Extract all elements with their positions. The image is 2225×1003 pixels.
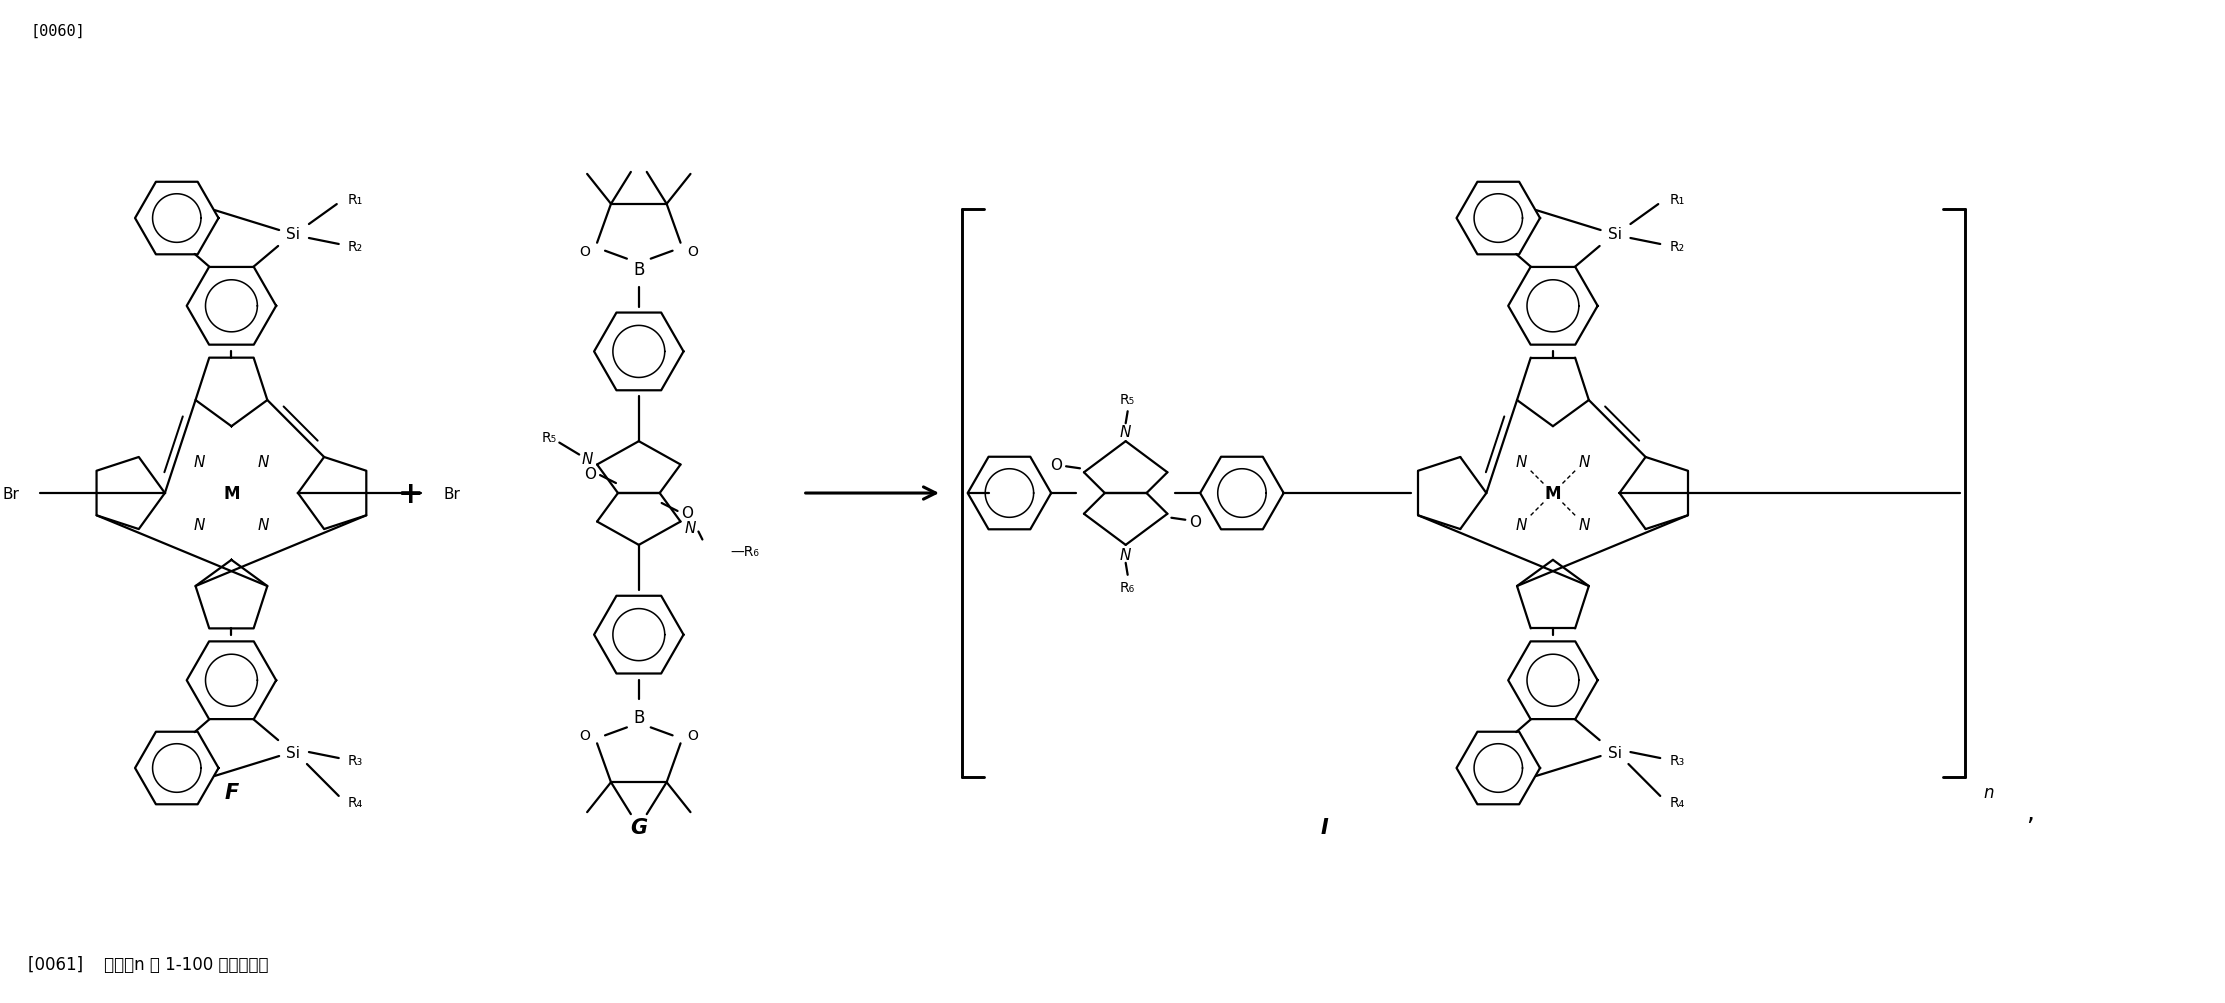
Text: N: N: [685, 521, 696, 536]
Text: Si: Si: [287, 745, 300, 760]
Text: R₅: R₅: [543, 430, 556, 444]
Text: R₅: R₅: [1119, 393, 1135, 407]
Text: G: G: [630, 817, 647, 838]
Text: —R₆: —R₆: [730, 545, 759, 559]
Text: O: O: [581, 245, 590, 259]
Text: R₄: R₄: [1669, 795, 1684, 809]
Text: ,: ,: [2025, 800, 2034, 824]
Text: N: N: [1119, 424, 1130, 439]
Text: I: I: [1319, 817, 1328, 838]
Text: n: n: [1982, 783, 1994, 801]
Text: Br: Br: [443, 486, 461, 502]
Text: N: N: [194, 454, 205, 469]
Text: R₁: R₁: [347, 193, 363, 207]
Text: N: N: [581, 451, 592, 466]
Text: B: B: [634, 261, 645, 279]
Text: Si: Si: [1606, 745, 1622, 760]
Text: B: B: [634, 709, 645, 727]
Text: F: F: [225, 782, 238, 802]
Text: N: N: [1515, 518, 1526, 533]
Text: O: O: [581, 728, 590, 742]
Text: N: N: [194, 518, 205, 533]
Text: N: N: [1580, 454, 1591, 469]
Text: O: O: [585, 466, 596, 481]
Text: N: N: [258, 518, 269, 533]
Text: N: N: [258, 454, 269, 469]
Text: N: N: [1580, 518, 1591, 533]
Text: O: O: [681, 506, 694, 521]
Text: M: M: [222, 484, 240, 503]
Text: R₃: R₃: [347, 753, 363, 767]
Text: R₄: R₄: [347, 795, 363, 809]
Text: R₁: R₁: [1669, 193, 1684, 207]
Text: N: N: [1119, 548, 1130, 563]
Text: O: O: [1050, 457, 1061, 472]
Text: +: +: [398, 479, 423, 508]
Text: Si: Si: [1606, 228, 1622, 243]
Text: R₃: R₃: [1669, 753, 1684, 767]
Text: Br: Br: [2, 486, 20, 502]
Text: R₂: R₂: [1669, 240, 1684, 254]
Text: O: O: [1188, 515, 1202, 530]
Text: N: N: [1515, 454, 1526, 469]
Text: [0061]    式中，n 为 1-100 间的整数。: [0061] 式中，n 为 1-100 间的整数。: [27, 955, 269, 973]
Text: R₂: R₂: [347, 240, 363, 254]
Text: M: M: [1544, 484, 1562, 503]
Text: R₆: R₆: [1119, 580, 1135, 594]
Text: Si: Si: [287, 228, 300, 243]
Text: [0060]: [0060]: [31, 23, 85, 38]
Text: O: O: [688, 728, 699, 742]
Text: O: O: [688, 245, 699, 259]
